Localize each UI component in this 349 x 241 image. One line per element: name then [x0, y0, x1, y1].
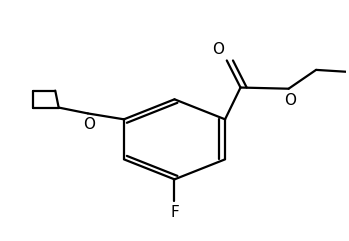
- Text: O: O: [284, 93, 296, 107]
- Text: F: F: [170, 205, 179, 220]
- Text: O: O: [212, 42, 224, 57]
- Text: O: O: [84, 117, 96, 132]
